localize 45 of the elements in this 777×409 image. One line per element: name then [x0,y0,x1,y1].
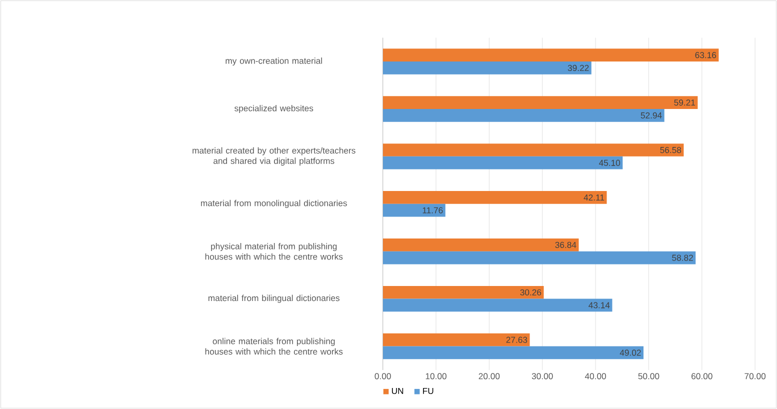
bar [382,238,579,252]
x-tick-label: 70.00 [744,373,766,380]
y-tick-label: specialized websites [234,105,314,114]
data-label: 58.82 [672,254,693,261]
bar [382,286,544,299]
bar [382,204,446,217]
data-label: 42.11 [584,194,604,201]
data-label: 39.22 [568,64,589,72]
bar [382,144,684,156]
x-tick-label: 10.00 [426,373,446,380]
bar [382,191,607,204]
y-tick-label: material created by other experts/teachers and shared via digital platforms [192,147,356,166]
y-tick-label: physical material from publishing houses with which the centre works [205,243,343,260]
bar [382,62,592,74]
data-label: 36.84 [555,242,576,248]
bar [382,346,644,360]
y-tick-label: material from bilingual dictionaries [208,294,340,303]
x-tick-label: 20.00 [478,373,500,380]
bar [382,48,719,62]
data-label: 30.26 [520,289,542,296]
x-tick-label: 40.00 [584,373,606,380]
data-label: 63.16 [695,52,716,58]
legend-label: FU [423,388,434,394]
bar [382,96,698,110]
y-tick-label: my own-creation material [226,58,322,66]
bar [382,251,696,264]
bar [382,156,623,170]
x-tick-label: 0.00 [374,373,391,380]
data-label: 59.21 [674,100,696,106]
data-label: 11.76 [422,207,443,214]
data-label: 49.02 [620,350,641,356]
bar [382,298,612,312]
bar [382,333,530,346]
data-label: 43.14 [588,302,610,308]
data-label: 27.63 [506,336,528,343]
data-label: 56.58 [660,147,682,154]
data-label: 52.94 [640,112,662,119]
x-tick-label: 30.00 [532,373,553,380]
x-tick-label: 50.00 [638,373,660,380]
legend-label: UN [392,388,404,394]
y-tick-label: online materials from publishing houses with which the centre works [205,338,343,355]
x-tick-label: 60.00 [692,373,712,380]
bar [382,109,664,122]
data-label: 45.10 [599,160,620,166]
y-tick-label: material from monolingual dictionaries [201,200,347,208]
